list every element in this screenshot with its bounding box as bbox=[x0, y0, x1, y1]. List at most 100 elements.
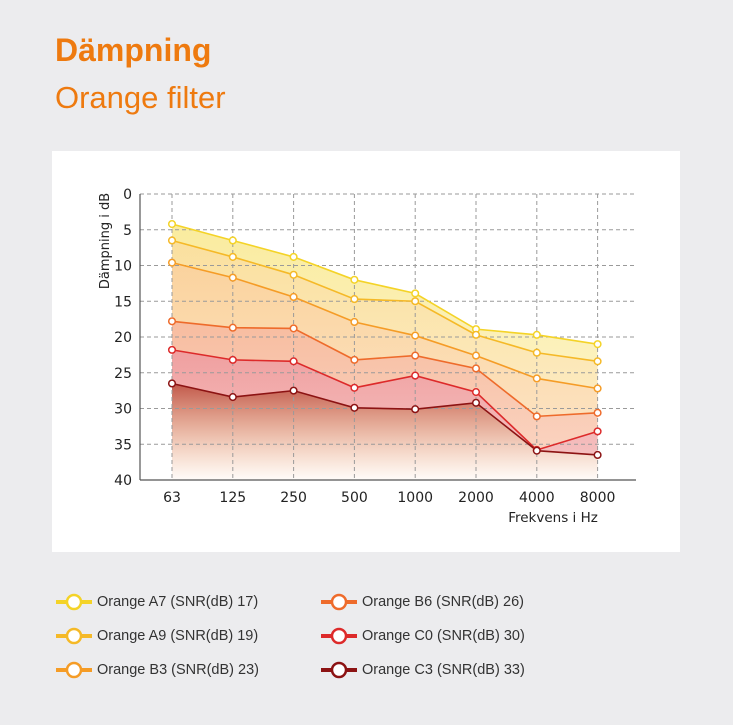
data-point bbox=[532, 348, 541, 357]
series-line bbox=[171, 320, 598, 418]
data-point bbox=[471, 351, 481, 360]
data-point bbox=[411, 331, 420, 340]
data-point bbox=[289, 324, 298, 333]
data-point bbox=[228, 273, 237, 282]
x-tick-label: 250 bbox=[280, 490, 307, 506]
data-point bbox=[289, 270, 298, 279]
data-point bbox=[411, 405, 420, 414]
data-point bbox=[228, 355, 237, 364]
data-point bbox=[167, 236, 177, 245]
area-band bbox=[172, 262, 598, 417]
data-point bbox=[593, 408, 602, 417]
legend-item: Orange B3 (SNR(dB) 23) bbox=[55, 660, 259, 680]
area-band bbox=[172, 240, 598, 389]
data-point bbox=[593, 427, 602, 436]
data-point bbox=[228, 393, 237, 402]
area-band-bottom bbox=[172, 383, 598, 480]
area-band bbox=[172, 349, 598, 455]
legend-swatch-icon bbox=[56, 593, 92, 611]
data-point bbox=[532, 330, 541, 339]
data-point bbox=[593, 384, 602, 393]
data-point bbox=[228, 252, 237, 261]
legend-item: Orange B6 (SNR(dB) 26) bbox=[320, 592, 524, 612]
data-point bbox=[532, 446, 541, 455]
x-tick-label: 8000 bbox=[580, 490, 616, 506]
y-tick-label: 25 bbox=[114, 366, 132, 382]
data-point bbox=[593, 340, 602, 349]
legend-item: Orange C3 (SNR(dB) 33) bbox=[320, 660, 525, 680]
attenuation-chart: 0 5 10 15 20 25 30 35 40 63 125 250 500 1000 2000 4000 8… bbox=[98, 187, 636, 526]
data-point bbox=[411, 371, 420, 380]
data-point bbox=[471, 398, 481, 407]
data-point bbox=[289, 252, 298, 261]
y-tick-label: 35 bbox=[114, 437, 132, 453]
chart-lines bbox=[171, 223, 598, 456]
chart-panel: 0 5 10 15 20 25 30 35 40 63 125 250 500 1000 2000 4000 8… bbox=[52, 151, 680, 552]
chart-points bbox=[167, 219, 602, 460]
area-band bbox=[172, 321, 598, 450]
series-line bbox=[171, 239, 598, 363]
legend-swatch-icon bbox=[321, 661, 357, 679]
data-point bbox=[350, 317, 359, 327]
legend-swatch-icon bbox=[321, 593, 357, 611]
data-point bbox=[167, 219, 177, 229]
data-point bbox=[289, 292, 298, 302]
data-point bbox=[532, 412, 541, 421]
data-point bbox=[411, 351, 420, 360]
legend-label: Orange C0 (SNR(dB) 30) bbox=[362, 628, 525, 644]
x-tick-label: 125 bbox=[219, 490, 246, 506]
legend-item: Orange A9 (SNR(dB) 19) bbox=[55, 626, 258, 646]
legend-swatch-icon bbox=[321, 627, 357, 645]
data-point bbox=[471, 364, 481, 373]
data-point bbox=[593, 450, 602, 460]
x-tick-label: 2000 bbox=[458, 490, 494, 506]
data-point bbox=[411, 289, 420, 298]
y-tick-label: 5 bbox=[123, 223, 132, 239]
data-point bbox=[350, 383, 359, 392]
chart-labels: 0 5 10 15 20 25 30 35 40 63 125 250 500 1000 2000 4000 8… bbox=[114, 187, 615, 506]
chart-subtitle: Orange filter bbox=[55, 80, 226, 115]
data-point bbox=[350, 355, 359, 364]
y-tick-label: 20 bbox=[114, 330, 132, 346]
y-tick-label: 0 bbox=[123, 187, 132, 203]
data-point bbox=[228, 236, 237, 245]
y-tick-label: 40 bbox=[114, 473, 132, 489]
y-axis-label: Dämpning i dB bbox=[98, 193, 113, 289]
series-line bbox=[171, 382, 598, 456]
legend-item: Orange C0 (SNR(dB) 30) bbox=[320, 626, 525, 646]
area-band bbox=[172, 224, 598, 362]
y-tick-label: 10 bbox=[114, 259, 132, 275]
data-point bbox=[350, 275, 359, 284]
legend-label: Orange A9 (SNR(dB) 19) bbox=[97, 628, 259, 644]
data-point bbox=[228, 323, 237, 332]
chart-areas bbox=[172, 224, 598, 480]
x-tick-label: 500 bbox=[341, 490, 368, 506]
chart-axes bbox=[139, 194, 636, 481]
data-point bbox=[167, 317, 177, 326]
data-point bbox=[593, 357, 602, 366]
data-point bbox=[350, 295, 359, 304]
series-line bbox=[171, 261, 598, 390]
x-tick-label: 1000 bbox=[397, 490, 433, 506]
legend-label: Orange B6 (SNR(dB) 26) bbox=[362, 594, 524, 610]
x-axis-label: Frekvens i Hz bbox=[508, 510, 598, 526]
y-tick-label: 15 bbox=[114, 294, 132, 310]
series-line bbox=[171, 223, 598, 345]
chart-title: Dämpning bbox=[55, 32, 212, 68]
legend-label: Orange C3 (SNR(dB) 33) bbox=[362, 662, 525, 678]
data-point bbox=[471, 388, 481, 397]
data-point bbox=[167, 379, 177, 388]
series-line bbox=[171, 349, 598, 451]
y-tick-label: 30 bbox=[114, 402, 132, 418]
legend-swatch-icon bbox=[56, 661, 92, 679]
data-point bbox=[532, 374, 541, 383]
data-point bbox=[167, 345, 177, 354]
data-point bbox=[289, 357, 298, 366]
legend-label: Orange A7 (SNR(dB) 17) bbox=[97, 594, 259, 610]
x-tick-label: 4000 bbox=[519, 490, 555, 506]
data-point bbox=[350, 403, 359, 412]
data-point bbox=[471, 330, 481, 339]
legend-item: Orange A7 (SNR(dB) 17) bbox=[55, 592, 258, 612]
legend-swatch-icon bbox=[56, 627, 92, 645]
legend-label: Orange B3 (SNR(dB) 23) bbox=[97, 662, 259, 678]
